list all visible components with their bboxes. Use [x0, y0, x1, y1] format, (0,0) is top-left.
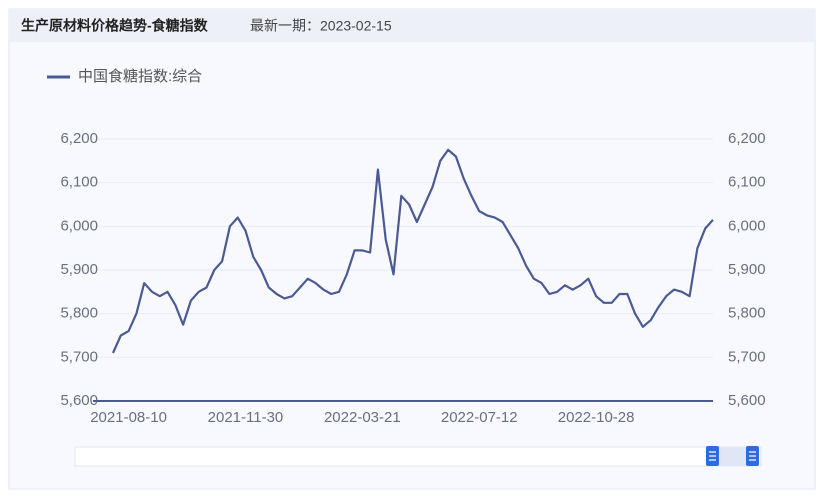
- y2-tick-label: 6,100: [728, 174, 766, 191]
- legend-label: 中国食糖指数:综合: [78, 68, 202, 85]
- x-tick-label: 2022-03-21: [324, 409, 401, 426]
- plot: 5,600 5,700 5,800 5,900 6,000 6,100 6,200 5,600…: [47, 68, 766, 426]
- y-tick-label: 5,600: [60, 392, 98, 409]
- x-tick-label: 2021-08-10: [90, 409, 167, 426]
- x-tick-label: 2022-07-12: [441, 409, 518, 426]
- panel: [8, 8, 816, 490]
- header-latest: 最新一期：2023-02-15: [250, 18, 392, 34]
- y2-tick-label: 6,000: [728, 217, 766, 234]
- handle-grip: [709, 451, 756, 461]
- y2-tick-label: 5,900: [728, 261, 766, 278]
- header-title: 生产原材料价格趋势-食糖指数: [21, 18, 209, 34]
- y-tick-label: 6,100: [60, 174, 98, 191]
- y-tick-label: 6,000: [60, 217, 98, 234]
- y-tick-label: 6,200: [60, 130, 98, 147]
- x-tick-label: 2022-10-28: [558, 409, 635, 426]
- zoom-slider[interactable]: [74, 446, 762, 467]
- y2-tick-label: 5,700: [728, 348, 766, 365]
- zoom-window: [711, 447, 753, 466]
- y-tick-label: 5,700: [60, 348, 98, 365]
- y2-tick-label: 6,200: [728, 130, 766, 147]
- x-tick-label: 2021-11-30: [208, 409, 284, 426]
- header-bar: [10, 10, 814, 42]
- y-tick-label: 5,800: [60, 305, 98, 322]
- y2-tick-label: 5,600: [728, 392, 766, 409]
- y-tick-label: 5,900: [60, 261, 98, 278]
- y2-tick-label: 5,800: [728, 305, 766, 322]
- series-line: [111, 148, 714, 354]
